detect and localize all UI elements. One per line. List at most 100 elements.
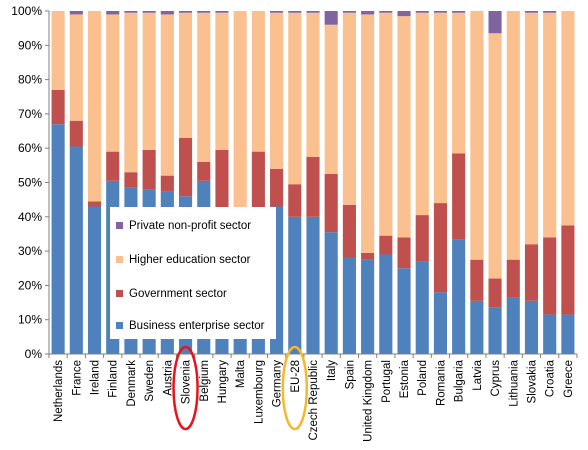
bar-france-private-non-profit-sector xyxy=(69,11,83,15)
x-category-label: Denmark xyxy=(126,360,138,407)
highlight-markers xyxy=(172,345,309,431)
bar-belgium-private-non-profit-sector xyxy=(197,11,211,13)
x-category-label: Netherlands xyxy=(53,360,65,422)
legend-box xyxy=(110,207,276,339)
x-category-label: Austria xyxy=(162,359,174,395)
x-category-label: Ireland xyxy=(90,360,102,395)
bar-latvia-business-enterprise-sector xyxy=(470,300,484,354)
bar-portugal-business-enterprise-sector xyxy=(379,254,393,354)
bar-romania-business-enterprise-sector xyxy=(433,292,447,354)
x-category-label: Belgium xyxy=(199,360,211,402)
bar-slovakia-private-non-profit-sector xyxy=(524,11,539,13)
x-category-label: Latvia xyxy=(472,359,484,390)
bar-spain-government-sector xyxy=(342,204,356,258)
y-tick-label: 40% xyxy=(18,210,42,224)
bar-czech-republic-business-enterprise-sector xyxy=(306,216,320,354)
bar-france-business-enterprise-sector xyxy=(69,146,83,354)
bar-united-kingdom-higher-education-sector xyxy=(361,14,375,253)
bar-finland-government-sector xyxy=(106,151,120,181)
y-tick-label: 30% xyxy=(18,244,42,258)
bar-germany-private-non-profit-sector xyxy=(270,11,284,13)
bar-portugal-government-sector xyxy=(379,235,393,255)
y-tick-label: 10% xyxy=(18,313,42,327)
bar-eu-28-government-sector xyxy=(288,184,302,217)
bar-spain-higher-education-sector xyxy=(342,12,356,205)
bar-netherlands-government-sector xyxy=(51,89,65,125)
bar-cyprus-higher-education-sector xyxy=(488,33,502,279)
x-category-label: United Kingdom xyxy=(363,360,375,442)
bar-portugal-higher-education-sector xyxy=(379,12,393,236)
bar-croatia-government-sector xyxy=(543,237,557,315)
highlight-ellipse-slovenia xyxy=(172,345,199,431)
bars-layer xyxy=(51,11,575,354)
x-category-label: Bulgaria xyxy=(454,359,466,402)
bar-bulgaria-government-sector xyxy=(452,153,466,240)
bar-austria-government-sector xyxy=(160,175,174,192)
bar-romania-private-non-profit-sector xyxy=(433,11,447,13)
bar-united-kingdom-private-non-profit-sector xyxy=(361,11,375,15)
bar-bulgaria-higher-education-sector xyxy=(452,12,466,154)
bar-slovakia-higher-education-sector xyxy=(524,12,539,245)
bar-spain-private-non-profit-sector xyxy=(342,11,356,13)
bar-finland-higher-education-sector xyxy=(106,14,120,152)
y-tick-label: 90% xyxy=(18,38,42,52)
bar-belgium-government-sector xyxy=(197,161,211,181)
bar-cyprus-government-sector xyxy=(488,278,502,308)
bar-slovakia-government-sector xyxy=(524,244,539,301)
bar-united-kingdom-government-sector xyxy=(361,252,375,260)
bar-ireland-business-enterprise-sector xyxy=(87,206,102,354)
bar-germany-government-sector xyxy=(270,168,284,207)
axes: 0% 10% 20% 30% 40% 50% 60% 70% 80% 90% 100% Netherl… xyxy=(11,4,578,442)
x-category-label: Portugal xyxy=(381,360,393,403)
bar-slovenia-government-sector xyxy=(179,137,193,197)
x-category-label: Spain xyxy=(344,360,356,389)
bar-portugal-private-non-profit-sector xyxy=(379,11,393,13)
bar-denmark-higher-education-sector xyxy=(124,12,138,173)
legend-label-government-sector: Government sector xyxy=(129,288,227,300)
x-category-label: Czech Republic xyxy=(308,360,320,441)
x-category-label: Italy xyxy=(326,360,338,381)
bar-sweden-government-sector xyxy=(142,149,156,190)
bar-lithuania-higher-education-sector xyxy=(506,11,520,260)
bar-ireland-higher-education-sector xyxy=(87,11,102,202)
bar-italy-private-non-profit-sector xyxy=(324,11,338,25)
bar-luxembourg-government-sector xyxy=(251,151,265,209)
bar-malta-higher-education-sector xyxy=(233,11,247,210)
bar-hungary-higher-education-sector xyxy=(215,12,229,150)
x-category-label: Slovenia xyxy=(181,359,193,404)
x-category-label: Lithuania xyxy=(508,359,520,406)
bar-poland-private-non-profit-sector xyxy=(415,11,429,13)
bar-united-kingdom-business-enterprise-sector xyxy=(361,259,375,354)
x-category-label: EU-28 xyxy=(290,360,302,393)
bar-france-government-sector xyxy=(69,120,83,147)
x-category-label: Finland xyxy=(108,360,120,398)
bar-italy-business-enterprise-sector xyxy=(324,232,338,354)
bar-greece-higher-education-sector xyxy=(561,11,575,226)
bar-sweden-private-non-profit-sector xyxy=(142,11,156,13)
x-category-label: Romania xyxy=(435,359,447,406)
y-tick-label: 80% xyxy=(18,73,42,87)
bar-austria-private-non-profit-sector xyxy=(160,11,174,15)
bar-poland-higher-education-sector xyxy=(415,12,429,216)
bar-greece-business-enterprise-sector xyxy=(561,314,575,354)
bar-eu-28-private-non-profit-sector xyxy=(288,11,302,13)
bar-cyprus-business-enterprise-sector xyxy=(488,307,502,354)
bar-greece-government-sector xyxy=(561,225,575,315)
x-category-label: Sweden xyxy=(144,360,156,402)
bar-ireland-government-sector xyxy=(87,201,102,207)
legend: Private non-profit sector Higher educatio… xyxy=(110,207,276,339)
bar-slovenia-private-non-profit-sector xyxy=(179,11,193,13)
bar-croatia-business-enterprise-sector xyxy=(543,314,557,354)
bar-slovakia-business-enterprise-sector xyxy=(524,300,539,354)
bar-lithuania-government-sector xyxy=(506,259,520,298)
x-category-label: France xyxy=(71,360,83,396)
bar-bulgaria-business-enterprise-sector xyxy=(452,239,466,354)
legend-swatch-government-sector xyxy=(116,290,123,297)
bar-italy-government-sector xyxy=(324,173,338,233)
bar-poland-government-sector xyxy=(415,215,429,262)
bar-italy-higher-education-sector xyxy=(324,24,338,174)
bar-netherlands-higher-education-sector xyxy=(51,11,65,90)
bar-spain-business-enterprise-sector xyxy=(342,257,356,354)
x-category-label: Poland xyxy=(417,360,429,396)
bar-bulgaria-private-non-profit-sector xyxy=(452,11,466,13)
